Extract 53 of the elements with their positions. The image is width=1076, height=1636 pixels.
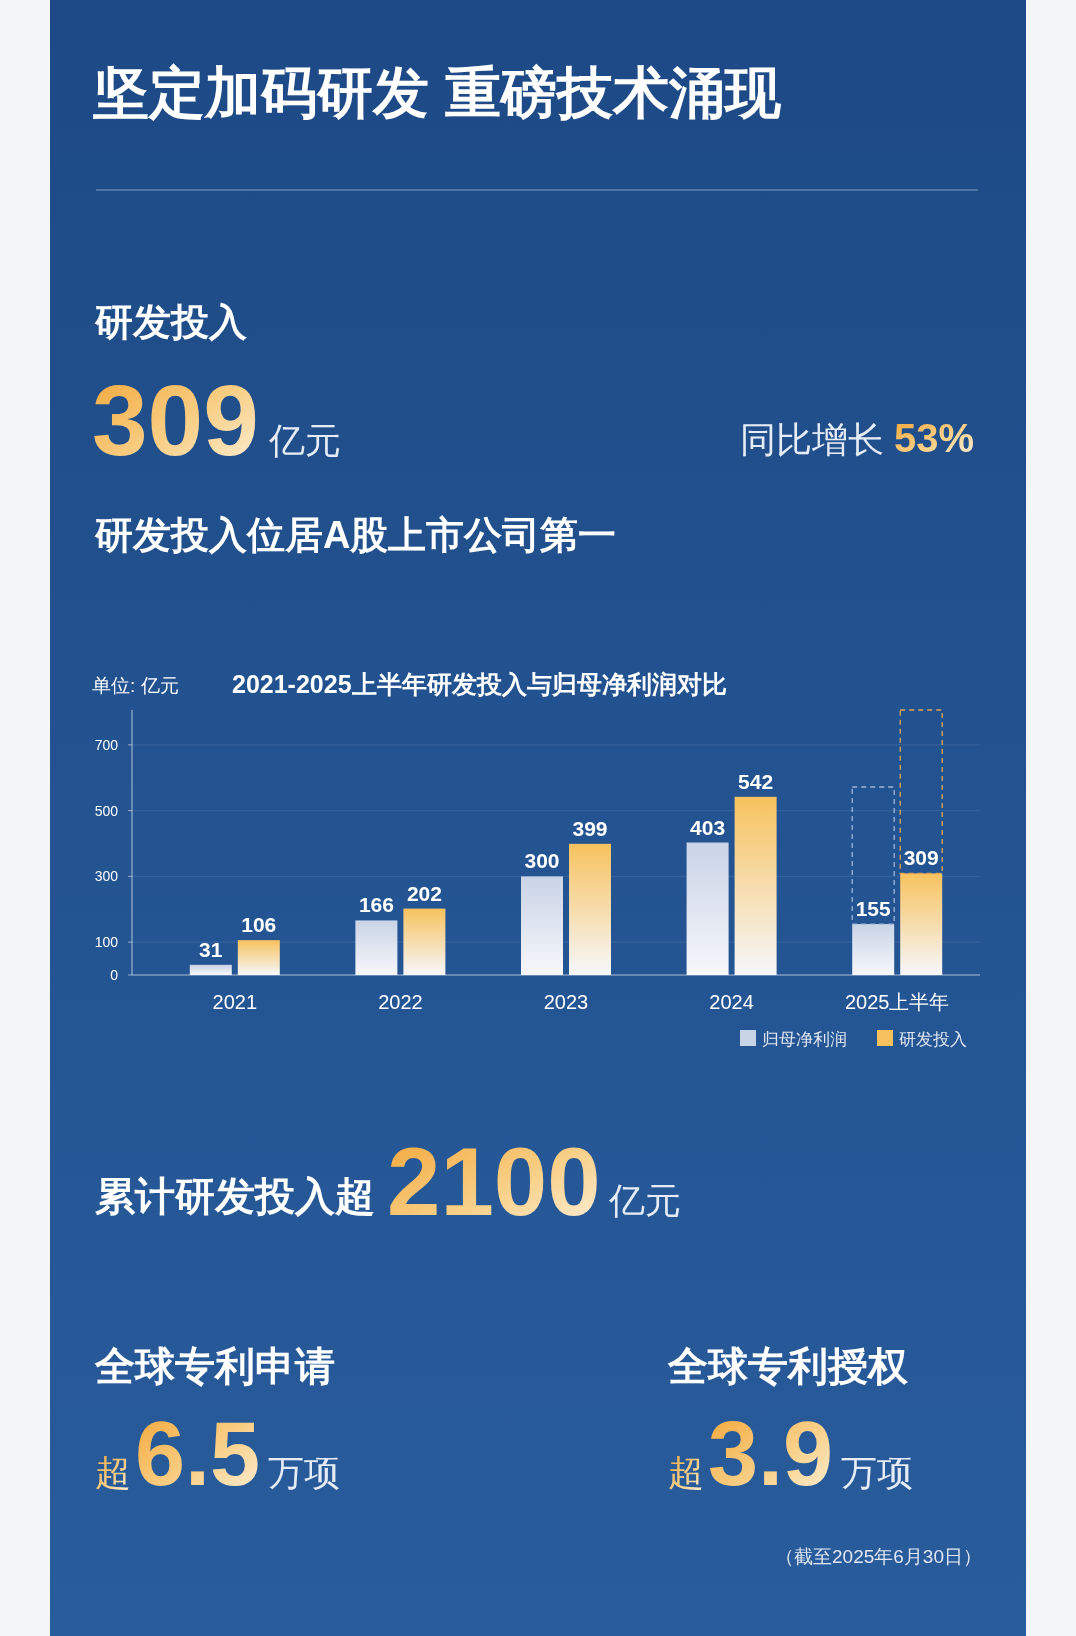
x-tick-label: 2023 — [543, 991, 589, 1013]
text: 309 — [92, 364, 259, 476]
bar — [237, 940, 280, 975]
text: 6.5 — [135, 1404, 261, 1504]
text: 万项 — [841, 1452, 914, 1493]
text: 累计研发投入超 — [95, 1174, 375, 1218]
text: 超 — [95, 1452, 131, 1493]
data-label: 202 — [406, 881, 442, 905]
y-axis-title: 单位: 亿元 — [92, 675, 179, 696]
bar — [403, 908, 446, 975]
chart-title: 2021-2025上半年研发投入与归母净利润对比 — [232, 670, 727, 698]
text: 亿元 — [607, 1180, 681, 1221]
legend-label: 研发投入 — [899, 1030, 967, 1049]
data-label: 309 — [903, 846, 939, 870]
bar — [569, 843, 611, 975]
data-label: 542 — [738, 769, 774, 793]
y-tick-label: 0 — [110, 967, 119, 983]
data-label: 155 — [855, 897, 892, 921]
bar — [686, 842, 729, 975]
text: 全球专利申请 — [94, 1344, 335, 1388]
text: 万项 — [268, 1452, 341, 1493]
legend-label: 归母净利润 — [762, 1030, 847, 1049]
bar — [900, 873, 943, 975]
x-tick-label: 2022 — [378, 991, 423, 1013]
y-tick-label: 500 — [94, 802, 119, 819]
text: 2100 — [387, 1128, 601, 1235]
data-label: 403 — [690, 815, 726, 839]
x-tick-label: 2024 — [709, 991, 754, 1013]
data-label: 300 — [524, 849, 560, 873]
y-tick-label: 100 — [94, 934, 119, 951]
text: 研发投入 — [94, 301, 248, 343]
text: 53% — [894, 416, 975, 460]
bar — [734, 796, 777, 975]
text: 超 — [668, 1452, 704, 1493]
data-label: 106 — [241, 913, 277, 937]
text: 坚定加码研发 重磅技术涌现 — [92, 61, 782, 124]
data-label: 31 — [199, 937, 223, 961]
text: 同比增长 — [740, 419, 884, 460]
bar — [852, 924, 895, 975]
y-tick-label: 300 — [94, 868, 119, 885]
text: 亿元 — [267, 420, 341, 461]
x-tick-label: 2025上半年 — [844, 991, 950, 1013]
text: 研发投入位居A股上市公司第一 — [94, 514, 617, 556]
bar — [189, 964, 232, 975]
text: （截至2025年6月30日） — [775, 1546, 982, 1567]
text: 3.9 — [708, 1404, 834, 1504]
bar — [355, 920, 398, 975]
data-label: 399 — [572, 816, 608, 840]
y-tick-label: 700 — [94, 736, 119, 753]
x-tick-label: 2021 — [212, 991, 258, 1013]
text: 全球专利授权 — [667, 1344, 909, 1388]
bar — [521, 876, 563, 975]
data-label: 166 — [358, 893, 394, 917]
